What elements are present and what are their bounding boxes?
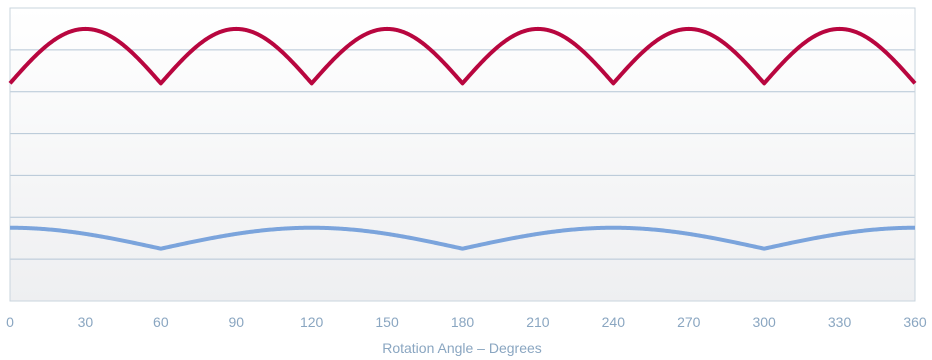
x-tick-label: 240	[602, 314, 626, 330]
x-axis-title: Rotation Angle – Degrees	[382, 340, 542, 356]
plot-area	[10, 8, 915, 301]
x-tick-label: 150	[375, 314, 399, 330]
x-tick-label: 330	[828, 314, 852, 330]
x-tick-label: 60	[153, 314, 169, 330]
x-tick-label: 360	[903, 314, 927, 330]
x-tick-label: 180	[451, 314, 475, 330]
x-tick-label: 0	[6, 314, 14, 330]
x-tick-label: 300	[752, 314, 776, 330]
x-tick-label: 210	[526, 314, 550, 330]
x-tick-label: 90	[228, 314, 244, 330]
x-tick-label: 120	[300, 314, 324, 330]
x-axis-ticks: 0 30 60 90 120 150 180 210 240 270 300 330 360	[6, 314, 927, 330]
x-tick-label: 270	[677, 314, 701, 330]
x-tick-label: 30	[78, 314, 94, 330]
